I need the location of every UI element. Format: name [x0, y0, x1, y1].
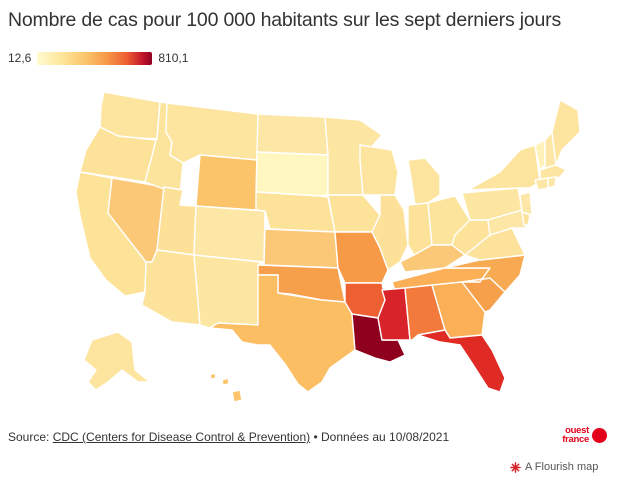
flourish-label: A Flourish map	[525, 461, 599, 473]
state-connecticut[interactable]	[534, 177, 549, 191]
color-legend: 12,6 810,1	[8, 50, 188, 66]
state-utah[interactable]	[156, 186, 197, 256]
state-new-mexico[interactable]	[193, 254, 261, 329]
state-rhode-island[interactable]	[547, 176, 557, 189]
state-north-dakota[interactable]	[256, 113, 329, 156]
state-hawaii[interactable]	[209, 372, 217, 380]
state-kansas[interactable]	[263, 228, 339, 269]
state-michigan[interactable]	[407, 157, 441, 206]
state-south-dakota[interactable]	[255, 151, 329, 197]
source-footer: Source: CDC (Centers for Disease Control…	[8, 430, 449, 444]
state-massachusetts[interactable]	[539, 164, 567, 181]
state-new-jersey[interactable]	[519, 191, 533, 216]
state-texas[interactable]	[209, 274, 356, 393]
state-hawaii-2[interactable]	[221, 377, 230, 386]
state-illinois[interactable]	[371, 194, 409, 271]
state-hawaii-3[interactable]	[231, 389, 243, 403]
state-wisconsin[interactable]	[359, 144, 399, 196]
state-montana[interactable]	[165, 102, 259, 164]
flourish-credit-link[interactable]: A Flourish map	[510, 461, 598, 473]
logo-circle-icon	[592, 428, 607, 443]
flourish-star-icon	[510, 461, 521, 473]
source-link[interactable]: CDC (Centers for Disease Control & Preve…	[52, 430, 311, 444]
state-maryland[interactable]	[487, 209, 527, 236]
legend-min-label: 12,6	[8, 51, 32, 65]
state-alaska[interactable]	[83, 331, 151, 391]
state-wyoming[interactable]	[195, 154, 258, 211]
state-iowa[interactable]	[327, 194, 381, 233]
ouest-france-logo[interactable]: ouest france	[549, 425, 607, 447]
state-delaware[interactable]	[521, 211, 531, 226]
legend-max-label: 810,1	[158, 51, 189, 65]
state-new-york[interactable]	[467, 144, 541, 191]
logo-wordmark: ouest france	[562, 425, 589, 445]
state-arkansas[interactable]	[344, 282, 386, 319]
state-florida[interactable]	[417, 329, 506, 393]
legend-gradient-bar	[37, 51, 153, 65]
data-date: • Données au 10/08/2021	[310, 430, 450, 444]
map-title: Nombre de cas pour 100 000 habitants sur…	[8, 9, 562, 31]
source-prefix: Source:	[8, 430, 53, 444]
state-colorado[interactable]	[193, 205, 266, 263]
state-maine[interactable]	[551, 99, 581, 166]
state-nebraska[interactable]	[255, 191, 336, 233]
